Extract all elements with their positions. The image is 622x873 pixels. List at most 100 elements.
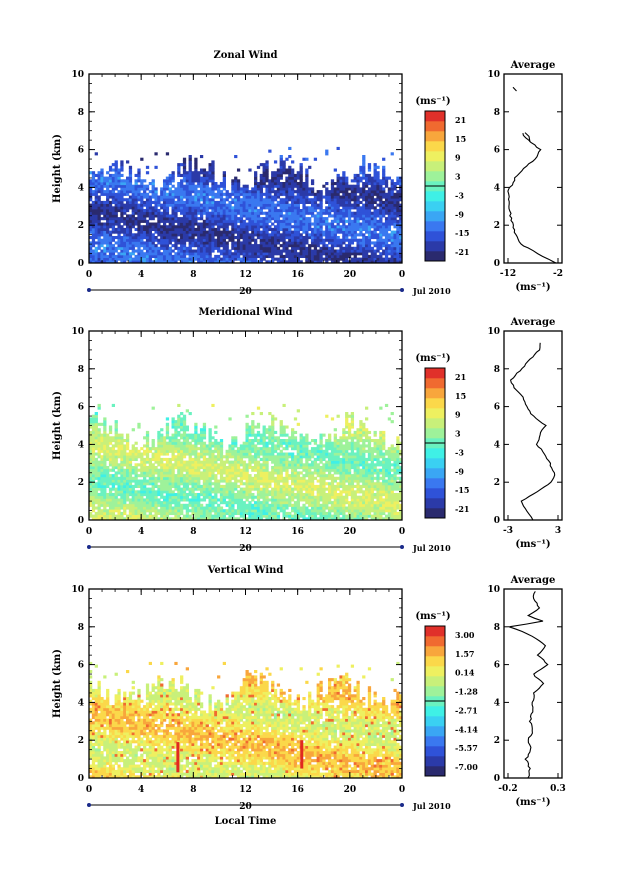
heatmap-cell bbox=[100, 479, 104, 483]
heatmap-cell bbox=[137, 506, 141, 510]
heatmap-cell bbox=[362, 206, 366, 210]
heatmap-cell bbox=[94, 471, 98, 475]
heatmap-cell bbox=[219, 447, 224, 451]
heatmap-cell bbox=[160, 479, 164, 483]
heatmap-cell bbox=[239, 222, 244, 226]
heatmap-cell bbox=[197, 501, 201, 505]
heatmap-cell bbox=[282, 227, 286, 231]
heatmap-cell bbox=[97, 430, 101, 434]
heatmap-cell bbox=[262, 241, 266, 245]
heatmap-cell bbox=[182, 163, 187, 167]
heatmap-cell bbox=[271, 254, 275, 258]
heatmap-cell bbox=[202, 249, 207, 253]
heatmap-cell bbox=[342, 195, 346, 199]
heatmap-cell bbox=[271, 241, 275, 245]
heatmap-cell bbox=[362, 182, 366, 186]
heatmap-cell bbox=[214, 482, 218, 486]
heatmap-cell bbox=[231, 190, 235, 194]
heatmap-cell bbox=[282, 187, 286, 191]
heatmap-cell bbox=[336, 182, 340, 186]
heatmap-cell bbox=[379, 200, 383, 204]
heatmap-cell bbox=[94, 257, 98, 261]
heatmap-cell bbox=[177, 198, 181, 202]
heatmap-cell bbox=[208, 436, 212, 440]
heatmap-cell bbox=[319, 257, 323, 261]
heatmap-cell bbox=[151, 463, 155, 467]
heatmap-cell bbox=[291, 195, 295, 199]
heatmap-cell bbox=[111, 463, 116, 467]
heatmap-cell bbox=[376, 190, 380, 194]
heatmap-cell bbox=[225, 457, 229, 461]
heatmap-cell bbox=[342, 171, 346, 175]
heatmap-cell bbox=[345, 198, 349, 202]
heatmap-cell bbox=[117, 436, 121, 440]
heatmap-cell bbox=[197, 203, 201, 207]
heatmap-cell bbox=[239, 511, 244, 515]
heatmap-cell bbox=[114, 495, 118, 499]
heatmap-cell bbox=[171, 476, 175, 480]
heatmap-cell bbox=[199, 444, 204, 448]
heatmap-cell bbox=[103, 182, 107, 186]
heatmap-cell bbox=[168, 503, 172, 507]
heatmap-cell bbox=[228, 506, 232, 510]
heatmap-cell bbox=[254, 190, 258, 194]
heatmap-cell bbox=[191, 482, 195, 486]
heatmap-cell bbox=[242, 246, 246, 250]
heatmap-cell bbox=[234, 509, 238, 513]
heatmap-cell bbox=[254, 209, 258, 213]
heatmap-cell bbox=[191, 190, 195, 194]
heatmap-cell bbox=[134, 457, 138, 461]
heatmap-cell bbox=[145, 260, 150, 264]
heatmap-cell bbox=[347, 206, 352, 210]
heatmap-cell bbox=[202, 173, 207, 177]
heatmap-cell bbox=[217, 246, 221, 250]
heatmap-cell bbox=[322, 230, 326, 234]
heatmap-cell bbox=[316, 214, 320, 218]
heatmap-cell bbox=[148, 466, 152, 470]
heatmap-cell bbox=[202, 246, 207, 250]
heatmap-cell bbox=[185, 179, 189, 183]
heatmap-cell bbox=[333, 195, 337, 199]
heatmap-cell bbox=[114, 471, 118, 475]
heatmap-cell bbox=[236, 187, 241, 191]
heatmap-cell bbox=[245, 246, 249, 250]
heatmap-cell bbox=[108, 257, 113, 261]
heatmap-cell bbox=[330, 187, 335, 191]
heatmap-cell bbox=[208, 479, 212, 483]
heatmap-cell bbox=[399, 236, 403, 240]
heatmap-cell bbox=[393, 195, 397, 199]
heatmap-cell bbox=[282, 190, 286, 194]
heatmap-cell bbox=[125, 254, 130, 258]
heatmap-cell bbox=[91, 487, 96, 491]
heatmap-cell bbox=[373, 219, 377, 223]
heatmap-cell bbox=[103, 495, 107, 499]
heatmap-cell bbox=[94, 211, 98, 215]
heatmap-cell bbox=[191, 511, 195, 515]
heatmap-cell bbox=[177, 417, 181, 421]
heatmap-cell bbox=[313, 236, 318, 240]
heatmap-cell bbox=[191, 460, 195, 464]
heatmap-cell bbox=[342, 227, 346, 231]
heatmap-cell bbox=[396, 246, 400, 250]
heatmap-cell bbox=[177, 209, 181, 213]
heatmap-cell bbox=[197, 460, 201, 464]
heatmap-cell bbox=[384, 246, 389, 250]
heatmap-cell bbox=[336, 176, 340, 180]
heatmap-cell bbox=[114, 182, 118, 186]
heatmap-cell bbox=[131, 447, 135, 451]
heatmap-cell bbox=[128, 474, 133, 478]
heatmap-cell bbox=[362, 222, 366, 226]
heatmap-cell bbox=[262, 211, 266, 215]
heatmap-cell bbox=[97, 444, 101, 448]
heatmap-cell bbox=[108, 460, 113, 464]
heatmap-cell bbox=[248, 206, 252, 210]
heatmap-cell bbox=[202, 195, 207, 199]
heatmap-cell bbox=[276, 238, 281, 242]
heatmap-cell bbox=[219, 209, 224, 213]
heatmap-cell bbox=[219, 457, 224, 461]
heatmap-cell bbox=[308, 222, 312, 226]
heatmap-cell bbox=[399, 257, 403, 261]
heatmap-cell bbox=[345, 182, 349, 186]
heatmap-cell bbox=[100, 447, 104, 451]
colorbar-swatch bbox=[425, 171, 445, 182]
